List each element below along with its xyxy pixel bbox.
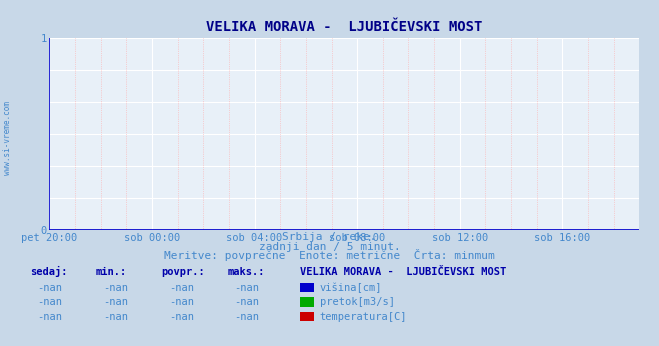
Text: -nan: -nan [235, 297, 260, 307]
Text: temperatura[C]: temperatura[C] [320, 312, 407, 322]
Text: Meritve: povprečne  Enote: metrične  Črta: minmum: Meritve: povprečne Enote: metrične Črta:… [164, 249, 495, 261]
Text: -nan: -nan [103, 283, 128, 293]
Text: povpr.:: povpr.: [161, 267, 205, 277]
Text: min.:: min.: [96, 267, 127, 277]
Text: pretok[m3/s]: pretok[m3/s] [320, 297, 395, 307]
Text: VELIKA MORAVA -  LJUBIČEVSKI MOST: VELIKA MORAVA - LJUBIČEVSKI MOST [300, 267, 506, 277]
Text: -nan: -nan [37, 312, 62, 322]
Text: Srbija / reke.: Srbija / reke. [282, 233, 377, 243]
Title: VELIKA MORAVA -  LJUBIČEVSKI MOST: VELIKA MORAVA - LJUBIČEVSKI MOST [206, 20, 482, 34]
Text: -nan: -nan [235, 283, 260, 293]
Text: -nan: -nan [103, 312, 128, 322]
Text: www.si-vreme.com: www.si-vreme.com [3, 101, 13, 175]
Text: -nan: -nan [169, 312, 194, 322]
Text: višina[cm]: višina[cm] [320, 282, 382, 293]
Text: -nan: -nan [37, 297, 62, 307]
Text: -nan: -nan [169, 297, 194, 307]
Text: -nan: -nan [37, 283, 62, 293]
Text: zadnji dan / 5 minut.: zadnji dan / 5 minut. [258, 242, 401, 252]
Text: sedaj:: sedaj: [30, 266, 67, 277]
Text: -nan: -nan [235, 312, 260, 322]
Text: maks.:: maks.: [227, 267, 265, 277]
Text: -nan: -nan [169, 283, 194, 293]
Text: -nan: -nan [103, 297, 128, 307]
